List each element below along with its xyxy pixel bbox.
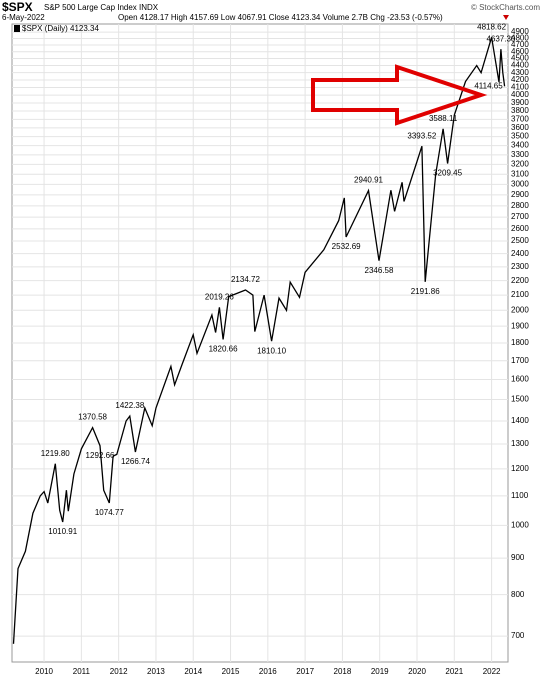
x-tick-label: 2015: [222, 667, 240, 676]
legend-entry: $SPX (Daily) 4123.34: [22, 24, 99, 33]
y-tick-label: 1500: [511, 395, 529, 404]
x-tick-label: 2020: [408, 667, 426, 676]
y-tick-label: 4100: [511, 83, 529, 92]
x-tick-label: 2017: [296, 667, 314, 676]
arrow: [311, 64, 488, 126]
y-tick-label: 2400: [511, 249, 529, 258]
price-line: [12, 37, 506, 644]
annotation: 3393.52: [407, 131, 436, 140]
annotation: 1266.74: [121, 457, 150, 466]
y-tick-label: 1900: [511, 321, 529, 330]
y-tick-label: 1800: [511, 338, 529, 347]
y-tick-label: 700: [511, 631, 525, 640]
y-tick-label: 2500: [511, 236, 529, 245]
annotation: 1010.91: [48, 527, 77, 536]
x-tick-label: 2022: [483, 667, 501, 676]
grid: [12, 24, 508, 662]
annotation: 4637.30: [486, 34, 515, 43]
y-tick-label: 3900: [511, 98, 529, 107]
y-tick-label: 3100: [511, 169, 529, 178]
annotation: 1292.66: [86, 451, 115, 460]
y-tick-label: 4600: [511, 47, 529, 56]
annotation: 1422.38: [115, 401, 144, 410]
y-tick-label: 4700: [511, 40, 529, 49]
y-tick-label: 3600: [511, 123, 529, 132]
source: © StockCharts.com: [471, 3, 540, 12]
chart-subtitle: S&P 500 Large Cap Index INDX: [44, 3, 159, 12]
y-tick-label: 4300: [511, 68, 529, 77]
y-tick-label: 2700: [511, 212, 529, 221]
y-tick-label: 2600: [511, 224, 529, 233]
x-tick-label: 2018: [334, 667, 352, 676]
x-tick-label: 2016: [259, 667, 277, 676]
x-tick-label: 2012: [110, 667, 128, 676]
y-tick-label: 1200: [511, 464, 529, 473]
y-tick-label: 3700: [511, 114, 529, 123]
annotation: 1219.80: [41, 449, 70, 458]
y-tick-label: 2100: [511, 290, 529, 299]
y-tick-label: 1000: [511, 521, 529, 530]
annotation: 1810.10: [257, 346, 286, 355]
x-tick-label: 2011: [73, 667, 91, 676]
y-tick-label: 3200: [511, 159, 529, 168]
chart-title: $SPX: [2, 0, 33, 14]
annotation: 2346.58: [365, 266, 394, 275]
y-tick-label: 2900: [511, 190, 529, 199]
annotation: 2134.72: [231, 275, 260, 284]
y-tick-label: 4400: [511, 61, 529, 70]
annotation: 1820.66: [209, 345, 238, 354]
annotation: 4818.62: [477, 22, 506, 31]
y-tick-label: 2200: [511, 276, 529, 285]
y-tick-label: 4800: [511, 34, 529, 43]
annotation: 1370.58: [78, 413, 107, 422]
x-tick-label: 2014: [184, 667, 202, 676]
annotation: 3209.45: [433, 169, 462, 178]
y-tick-label: 2300: [511, 262, 529, 271]
y-tick-label: 1600: [511, 375, 529, 384]
y-tick-label: 1300: [511, 439, 529, 448]
legend-swatch: [14, 25, 20, 32]
annotation: 3588.11: [429, 114, 458, 123]
annotation: 4114.65: [474, 81, 503, 90]
x-tick-label: 2010: [35, 667, 53, 676]
x-tick-label: 2013: [147, 667, 165, 676]
y-tick-label: 3500: [511, 132, 529, 141]
quote: Open 4128.17 High 4157.69 Low 4067.91 Cl…: [118, 13, 443, 22]
y-tick-label: 800: [511, 590, 525, 599]
down-icon: [503, 15, 509, 20]
annotation: 1074.77: [95, 508, 124, 517]
y-tick-label: 3300: [511, 150, 529, 159]
y-tick-label: 3000: [511, 180, 529, 189]
annotation: 2940.91: [354, 176, 383, 185]
y-tick-label: 2800: [511, 201, 529, 210]
marks: [12, 37, 506, 644]
y-tick-label: 4000: [511, 90, 529, 99]
x-tick-label: 2021: [445, 667, 463, 676]
y-tick-label: 4200: [511, 75, 529, 84]
date: 6-May-2022: [2, 13, 45, 22]
y-tick-label: 4500: [511, 54, 529, 63]
y-tick-label: 4900: [511, 27, 529, 36]
annotation: 2191.86: [411, 287, 440, 296]
annotation: 2532.69: [332, 242, 361, 251]
y-tick-label: 1100: [511, 491, 529, 500]
x-tick-label: 2019: [371, 667, 389, 676]
y-tick-label: 3400: [511, 141, 529, 150]
y-tick-label: 2000: [511, 305, 529, 314]
y-tick-label: 1400: [511, 416, 529, 425]
y-tick-label: 3800: [511, 106, 529, 115]
y-tick-label: 1700: [511, 356, 529, 365]
annotation: 2019.26: [205, 292, 234, 301]
y-tick-label: 900: [511, 553, 525, 562]
